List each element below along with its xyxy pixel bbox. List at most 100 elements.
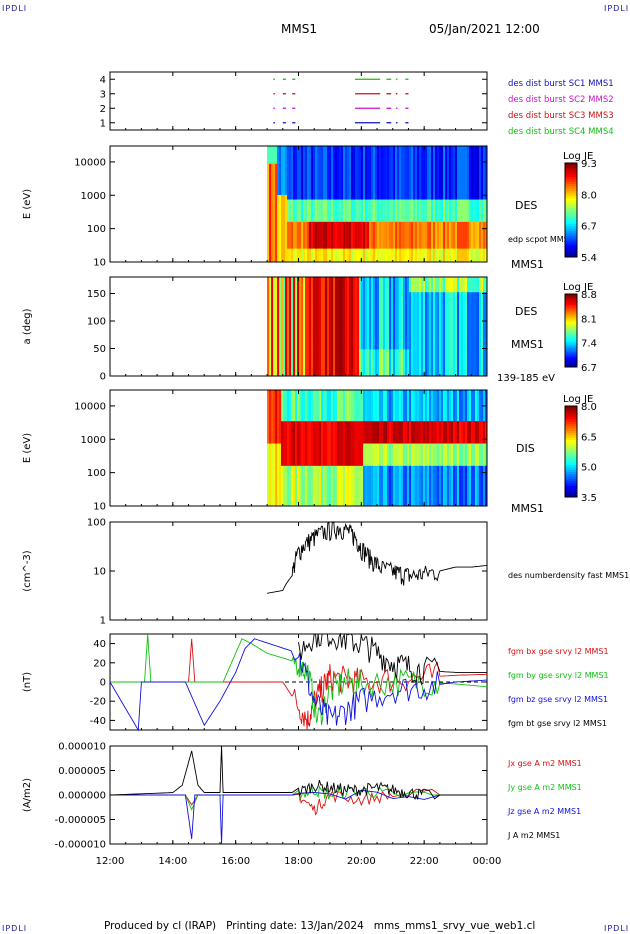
heatmap-cell [395,186,398,192]
heatmap-cell [367,195,370,200]
heatmap-cell [267,163,270,169]
heatmap-cell [365,253,368,258]
heatmap-cell [299,248,302,254]
heatmap-cell [309,257,312,263]
heatmap-cell [279,190,282,196]
heatmap-cell [367,212,370,218]
heatmap-cell [271,235,274,241]
heatmap-cell [281,181,284,187]
heatmap-cell [415,150,418,156]
heatmap-cell [291,172,294,178]
heatmap-cell [391,199,394,205]
heatmap-cell [403,186,406,192]
heatmap-cell [295,159,298,165]
heatmap-cell [275,181,278,187]
heatmap-cell [451,208,454,214]
heatmap-cell [301,172,304,178]
heatmap-cell [327,150,330,156]
heatmap-cell [479,226,482,232]
heatmap-cell [399,150,402,156]
heatmap-cell [373,177,376,183]
heatmap-cell [351,186,354,192]
heatmap-cell [283,199,286,205]
heatmap-cell [305,239,308,245]
heatmap-cell [343,248,346,254]
heatmap-cell [329,190,332,196]
heatmap-cell [423,230,426,236]
heatmap-cell [425,239,428,245]
heatmap-cell [367,208,370,214]
heatmap-cell [363,177,366,183]
heatmap-cell [307,186,310,192]
heatmap-cell [377,208,380,214]
heatmap-cell [443,150,446,156]
heatmap-cell [429,204,432,209]
heatmap-cell [321,212,324,218]
heatmap-cell [443,199,446,205]
heatmap-cell [267,239,270,245]
heatmap-cell [441,150,444,156]
heatmap-cell [467,253,470,258]
heatmap-cell [475,199,478,205]
heatmap-cell [415,186,418,192]
heatmap-cell [465,226,468,232]
heatmap-cell [437,253,440,258]
heatmap-cell [365,208,368,214]
heatmap-cell [365,186,368,192]
heatmap-cell [457,146,460,151]
heatmap-cell [433,239,436,245]
heatmap-cell [279,208,282,214]
heatmap-cell [303,235,306,241]
heatmap-cell [271,195,274,200]
heatmap-cell [385,177,388,183]
heatmap-cell [473,204,476,209]
heatmap-cell [385,181,388,187]
heatmap-cell [393,172,396,178]
heatmap-cell [267,177,270,183]
heatmap-cell [449,150,452,156]
heatmap-cell [375,168,378,174]
heatmap-cell [355,235,358,241]
heatmap-cell [461,181,464,187]
heatmap-cell [433,244,436,250]
heatmap-cell [413,181,416,187]
heatmap-cell [343,186,346,192]
heatmap-cell [411,248,414,254]
heatmap-cell [405,239,408,245]
heatmap-cell [293,235,296,241]
heatmap-cell [315,154,318,160]
burst-y-tick-label: 4 [100,75,106,86]
heatmap-cell [419,204,422,209]
heatmap-cell [267,212,270,218]
heatmap-cell [411,244,414,250]
heatmap-cell [457,248,460,254]
heatmap-cell [433,181,436,187]
heatmap-cell [297,172,300,178]
heatmap-cell [317,199,320,205]
heatmap-cell [297,235,300,241]
heatmap-cell [457,199,460,205]
heatmap-cell [467,235,470,241]
heatmap-cell [393,244,396,250]
heatmap-cell [389,168,392,174]
heatmap-cell [343,154,346,160]
heatmap-cell [297,186,300,192]
heatmap-cell [387,217,390,223]
heatmap-cell [271,230,274,236]
heatmap-cell [385,159,388,165]
heatmap-cell [339,226,342,232]
heatmap-cell [391,190,394,196]
heatmap-cell [313,146,316,151]
heatmap-cell [337,154,340,160]
heatmap-cell [455,217,458,223]
heatmap-cell [313,163,316,169]
heatmap-cell [395,239,398,245]
heatmap-cell [267,190,270,196]
heatmap-cell [333,257,336,263]
heatmap-cell [297,163,300,169]
heatmap-cell [329,168,332,174]
heatmap-cell [469,248,472,254]
heatmap-cell [431,195,434,200]
heatmap-cell [367,230,370,236]
heatmap-cell [455,163,458,169]
